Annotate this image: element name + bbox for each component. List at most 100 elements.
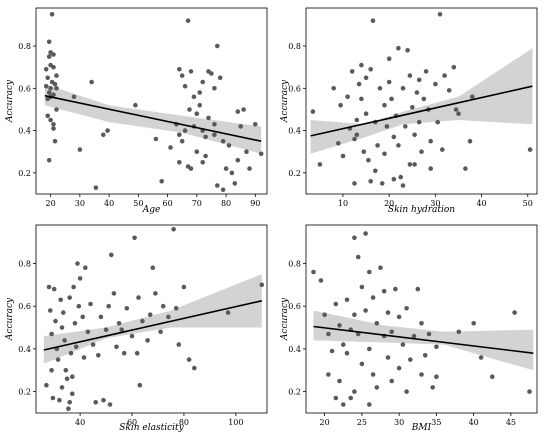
panel-age-data-point xyxy=(182,128,188,133)
panel-age-data-point xyxy=(153,136,159,142)
panel-bmi-data-point xyxy=(341,402,346,407)
panel-bmi-data-point xyxy=(527,389,532,394)
panel-bmi-data-point xyxy=(381,288,387,294)
panel-age-x-tick-label: 40 xyxy=(104,199,114,208)
panel-skin-hydration-fit-layer xyxy=(310,85,533,137)
panel-skin-elasticity-data-point xyxy=(129,333,135,339)
panel-bmi-x-tick-label: 25 xyxy=(357,418,367,427)
panel-skin-elasticity-data-point xyxy=(98,314,104,320)
panel-skin-hydration-data-point xyxy=(414,90,420,95)
panel-skin-elasticity-data-point xyxy=(176,342,182,347)
panel-bmi-data-point xyxy=(352,235,357,241)
panel-skin-elasticity-y-axis-label: Accuracy xyxy=(5,297,15,341)
panel-skin-hydration-data-point xyxy=(373,168,378,174)
panel-skin-hydration-data-point xyxy=(386,79,392,85)
panel-age-data-point xyxy=(105,128,110,133)
panel-age-data-point xyxy=(220,138,226,144)
panel-bmi-data-point xyxy=(456,329,462,335)
panel-skin-elasticity-data-point xyxy=(114,344,119,350)
panel-skin-elasticity-data-point xyxy=(171,227,176,232)
panel-skin-hydration-data-point xyxy=(391,176,397,182)
panel-skin-hydration-data-point xyxy=(354,117,360,123)
panel-skin-hydration-data-point xyxy=(410,105,415,110)
panel-skin-hydration-data-point xyxy=(366,157,371,163)
panel-bmi-data-point xyxy=(329,348,335,354)
panel-skin-hydration-data-point xyxy=(354,132,360,138)
panel-age-data-point xyxy=(49,12,55,17)
panel-age-data-point xyxy=(235,109,241,114)
panel-skin-hydration-x-tick-label: 20 xyxy=(384,199,394,208)
panel-age-data-point xyxy=(215,183,220,188)
panel-skin-hydration-y-tick-label: 0.8 xyxy=(288,42,301,51)
panel-age-data-point xyxy=(45,96,50,102)
panel-skin-hydration-data-point xyxy=(377,86,383,91)
panel-age-data-point xyxy=(43,67,49,72)
panel-bmi-data-point xyxy=(434,374,439,380)
panel-bmi-data-point xyxy=(434,344,439,350)
panel-bmi-data-point xyxy=(512,310,517,315)
panel-skin-elasticity-data-point xyxy=(103,327,109,333)
panel-skin-hydration-data-point xyxy=(389,96,394,102)
panel-age-ticks-layer: 20 30 40 50 60 70 80 90 0.2 0.4 0.6 0.8 xyxy=(18,42,260,208)
panel-skin-hydration-data-point xyxy=(403,124,408,129)
panel-age-data-point xyxy=(212,122,217,127)
panel-bmi-data-point xyxy=(367,402,372,407)
panel-age-data-point xyxy=(179,138,185,144)
panel-skin-hydration-ticks-layer: 10 20 30 40 50 0.2 0.4 0.6 0.8 xyxy=(288,42,533,208)
panel-skin-hydration-data-point xyxy=(456,111,461,116)
panel-skin-elasticity-data-point xyxy=(44,382,49,388)
panel-skin-elasticity-y-tick-label: 0.8 xyxy=(18,259,31,268)
panel-bmi-data-point xyxy=(352,312,357,318)
panel-skin-hydration-data-point xyxy=(345,94,350,100)
panel-age-y-tick-label: 0.4 xyxy=(18,127,31,136)
panel-age-data-point xyxy=(258,151,264,157)
panel-bmi-data-point xyxy=(363,308,368,313)
panel-skin-hydration-data-point xyxy=(440,147,445,152)
panel-age-data-point xyxy=(51,64,56,70)
panel-age-data-point xyxy=(48,86,53,91)
panel-age-data-point xyxy=(51,122,56,127)
panel-bmi-data-point xyxy=(333,395,339,401)
panel-skin-elasticity-data-point xyxy=(153,291,158,296)
panel-bmi-data-point xyxy=(430,385,436,390)
panel-age-x-tick-label: 70 xyxy=(192,199,202,208)
panel-age-data-point xyxy=(212,86,217,91)
panel-skin-elasticity-data-point xyxy=(166,314,171,320)
panel-skin-elasticity-data-point xyxy=(59,325,65,330)
panel-age-data-point xyxy=(177,160,182,165)
panel-skin-elasticity-y-tick-label: 0.2 xyxy=(18,388,31,397)
panel-age-data-point xyxy=(229,170,235,176)
panel-bmi-x-tick-label: 45 xyxy=(506,418,516,427)
panel-bmi-x-tick-label: 35 xyxy=(431,418,441,427)
panel-age-data-point xyxy=(133,102,138,108)
panel-skin-hydration-y-tick-label: 0.2 xyxy=(288,169,301,178)
panel-skin-hydration-data-point xyxy=(336,141,341,146)
panel-age-x-tick-label: 90 xyxy=(250,199,260,208)
panel-bmi-data-point xyxy=(326,372,331,377)
panel-skin-hydration-data-point xyxy=(400,183,406,188)
panel-skin-elasticity-data-point xyxy=(81,355,87,360)
panel-skin-hydration-x-tick-label: 50 xyxy=(523,199,533,208)
panel-skin-hydration-data-point xyxy=(349,69,355,74)
panel-age-data-point xyxy=(45,75,50,81)
panel-skin-hydration-data-point xyxy=(407,73,413,78)
panel-bmi-data-point xyxy=(326,331,331,337)
panel-bmi-fit-layer xyxy=(313,325,534,354)
panel-skin-elasticity-data-point xyxy=(181,284,187,290)
panel-age-data-point xyxy=(179,73,185,78)
panel-bmi-data-point xyxy=(396,314,402,320)
panel-bmi-data-point xyxy=(311,269,316,275)
panel-age-data-point xyxy=(71,94,77,100)
panel-bmi-data-point xyxy=(344,350,350,356)
panel-age-data-point xyxy=(168,145,173,150)
panel-skin-elasticity-data-point xyxy=(116,321,122,326)
panel-age-data-point xyxy=(220,187,226,193)
panel-age-data-point xyxy=(51,126,56,131)
panel-skin-elasticity-confidence-band xyxy=(43,274,262,364)
panel-skin-elasticity-ticks-layer: 40 60 80 100 0.2 0.4 0.6 0.8 xyxy=(18,259,243,427)
panel-skin-hydration-y-tick-label: 0.6 xyxy=(288,84,301,93)
panel-skin-hydration-data-point xyxy=(419,149,424,154)
panel-skin-elasticity-x-axis-label: Skin elasticity xyxy=(119,423,184,433)
panel-skin-hydration-data-point xyxy=(421,96,427,102)
